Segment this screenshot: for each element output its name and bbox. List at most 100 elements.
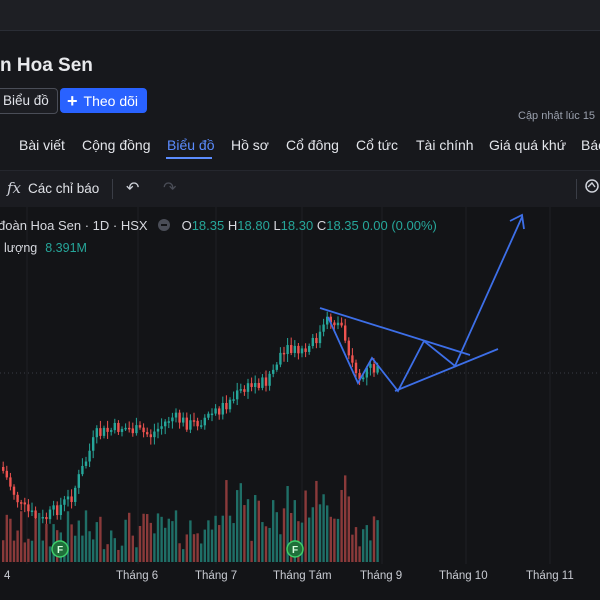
candle-body: [48, 509, 52, 520]
volume-bar: [354, 527, 358, 562]
candle-body: [329, 316, 332, 323]
candle-body: [153, 431, 156, 438]
candle-body: [315, 337, 318, 344]
candle-body: [30, 510, 34, 512]
volume-bar: [38, 512, 41, 562]
tab-price-history[interactable]: Giá quá khứ: [489, 137, 567, 153]
volume-bar: [207, 520, 210, 562]
volume-bar: [117, 549, 120, 562]
candle-body: [210, 413, 214, 416]
candle-body: [257, 383, 260, 388]
time-axis-label: 4: [4, 570, 11, 582]
volume-bar: [369, 540, 372, 562]
tab-community[interactable]: Cộng đồng: [82, 137, 151, 153]
dividend-marker: [286, 540, 304, 558]
candle-body: [66, 496, 70, 500]
candle-body: [246, 383, 250, 392]
volume-bar: [268, 527, 271, 562]
updated-timestamp: Cập nhật lúc 15: [518, 110, 596, 122]
tab-shareholders[interactable]: Cổ đông: [286, 137, 339, 153]
volume-bar: [113, 538, 116, 562]
candle-body: [275, 364, 278, 370]
close-label: C: [316, 218, 327, 233]
volume-bar: [20, 511, 23, 562]
follow-button-label: Theo dõi: [83, 93, 138, 109]
candle-body: [279, 352, 282, 365]
candle-body: [27, 504, 30, 512]
change-value: 0.00 (0.00%): [362, 218, 437, 233]
tab-profile[interactable]: Hồ sơ: [231, 137, 269, 153]
time-axis-label: Tháng 10: [439, 570, 488, 582]
candle-body: [171, 417, 174, 422]
candle-body: [95, 428, 98, 438]
volume-bar: [344, 475, 347, 562]
volume-bar: [142, 513, 145, 562]
volume-bar: [138, 525, 142, 562]
tab-dividends[interactable]: Cổ tức: [356, 137, 399, 153]
candle-body: [156, 428, 160, 432]
candle-body: [52, 505, 55, 510]
volume-label: lượng: [4, 241, 38, 255]
volume-bar: [239, 483, 242, 562]
volume-bar: [131, 535, 134, 562]
candle-body: [138, 425, 142, 428]
tab-reports[interactable]: Báo: [581, 137, 600, 153]
bottom-strip: [0, 590, 600, 600]
chart-button[interactable]: Biểu đồ: [0, 88, 58, 114]
volume-bar: [70, 524, 73, 562]
candle-body: [113, 422, 116, 431]
volume-bar: [329, 516, 332, 562]
candle-body: [225, 402, 228, 410]
volume-bar: [232, 523, 235, 562]
candle-body: [63, 499, 66, 505]
candle-body: [120, 428, 124, 432]
fx-icon[interactable]: fx: [7, 179, 22, 197]
tab-posts[interactable]: Bài viết: [19, 137, 65, 153]
high-value: 18.80: [237, 218, 270, 233]
dividend-marker-label: F: [57, 545, 63, 556]
volume-bar: [376, 520, 379, 562]
tab-chart[interactable]: Biểu đồ: [167, 137, 215, 153]
volume-bar: [164, 527, 167, 562]
candle-body: [232, 399, 235, 401]
candle-body: [243, 389, 246, 392]
candle-body: [207, 413, 210, 418]
candle-body: [214, 408, 217, 414]
candle-body: [41, 517, 44, 519]
camera-icon[interactable]: [584, 178, 600, 199]
volume-bar: [264, 526, 268, 562]
candle-body: [236, 390, 239, 400]
time-axis-label: Tháng 7: [195, 570, 238, 582]
candle-body: [192, 420, 196, 422]
ohlc-legend: đoàn Hoa Sen · 1D · HSX O18.35 H18.80 L18…: [0, 218, 437, 233]
candle-body: [16, 494, 19, 503]
volume-bar: [146, 514, 149, 562]
undo-icon[interactable]: ↶: [126, 180, 140, 197]
time-axis-label: Tháng 6: [116, 570, 159, 582]
candle-body: [365, 367, 368, 378]
candle-body: [221, 402, 224, 415]
volume-bar: [347, 496, 350, 562]
candle-body: [131, 428, 134, 434]
follow-button[interactable]: + Theo dõi: [60, 88, 147, 113]
volume-bar: [228, 515, 232, 562]
candle-body: [254, 383, 257, 387]
redo-icon[interactable]: ↷: [163, 180, 177, 197]
volume-bar: [210, 529, 214, 562]
volume-bar: [318, 504, 322, 562]
volume-bar: [102, 549, 106, 562]
volume-bar: [214, 515, 217, 562]
volume-bar: [16, 530, 19, 562]
volume-bar: [66, 511, 70, 562]
volume-bar: [192, 534, 196, 562]
candle-body: [293, 345, 296, 353]
top-bar: [0, 0, 600, 31]
candle-body: [45, 517, 48, 520]
indicators-button[interactable]: Các chỉ báo: [28, 181, 100, 196]
candle-body: [88, 450, 91, 462]
volume-bar: [336, 518, 340, 562]
tab-financials[interactable]: Tài chính: [416, 137, 474, 153]
hide-series-icon[interactable]: [157, 219, 170, 231]
volume-bar: [88, 531, 91, 562]
